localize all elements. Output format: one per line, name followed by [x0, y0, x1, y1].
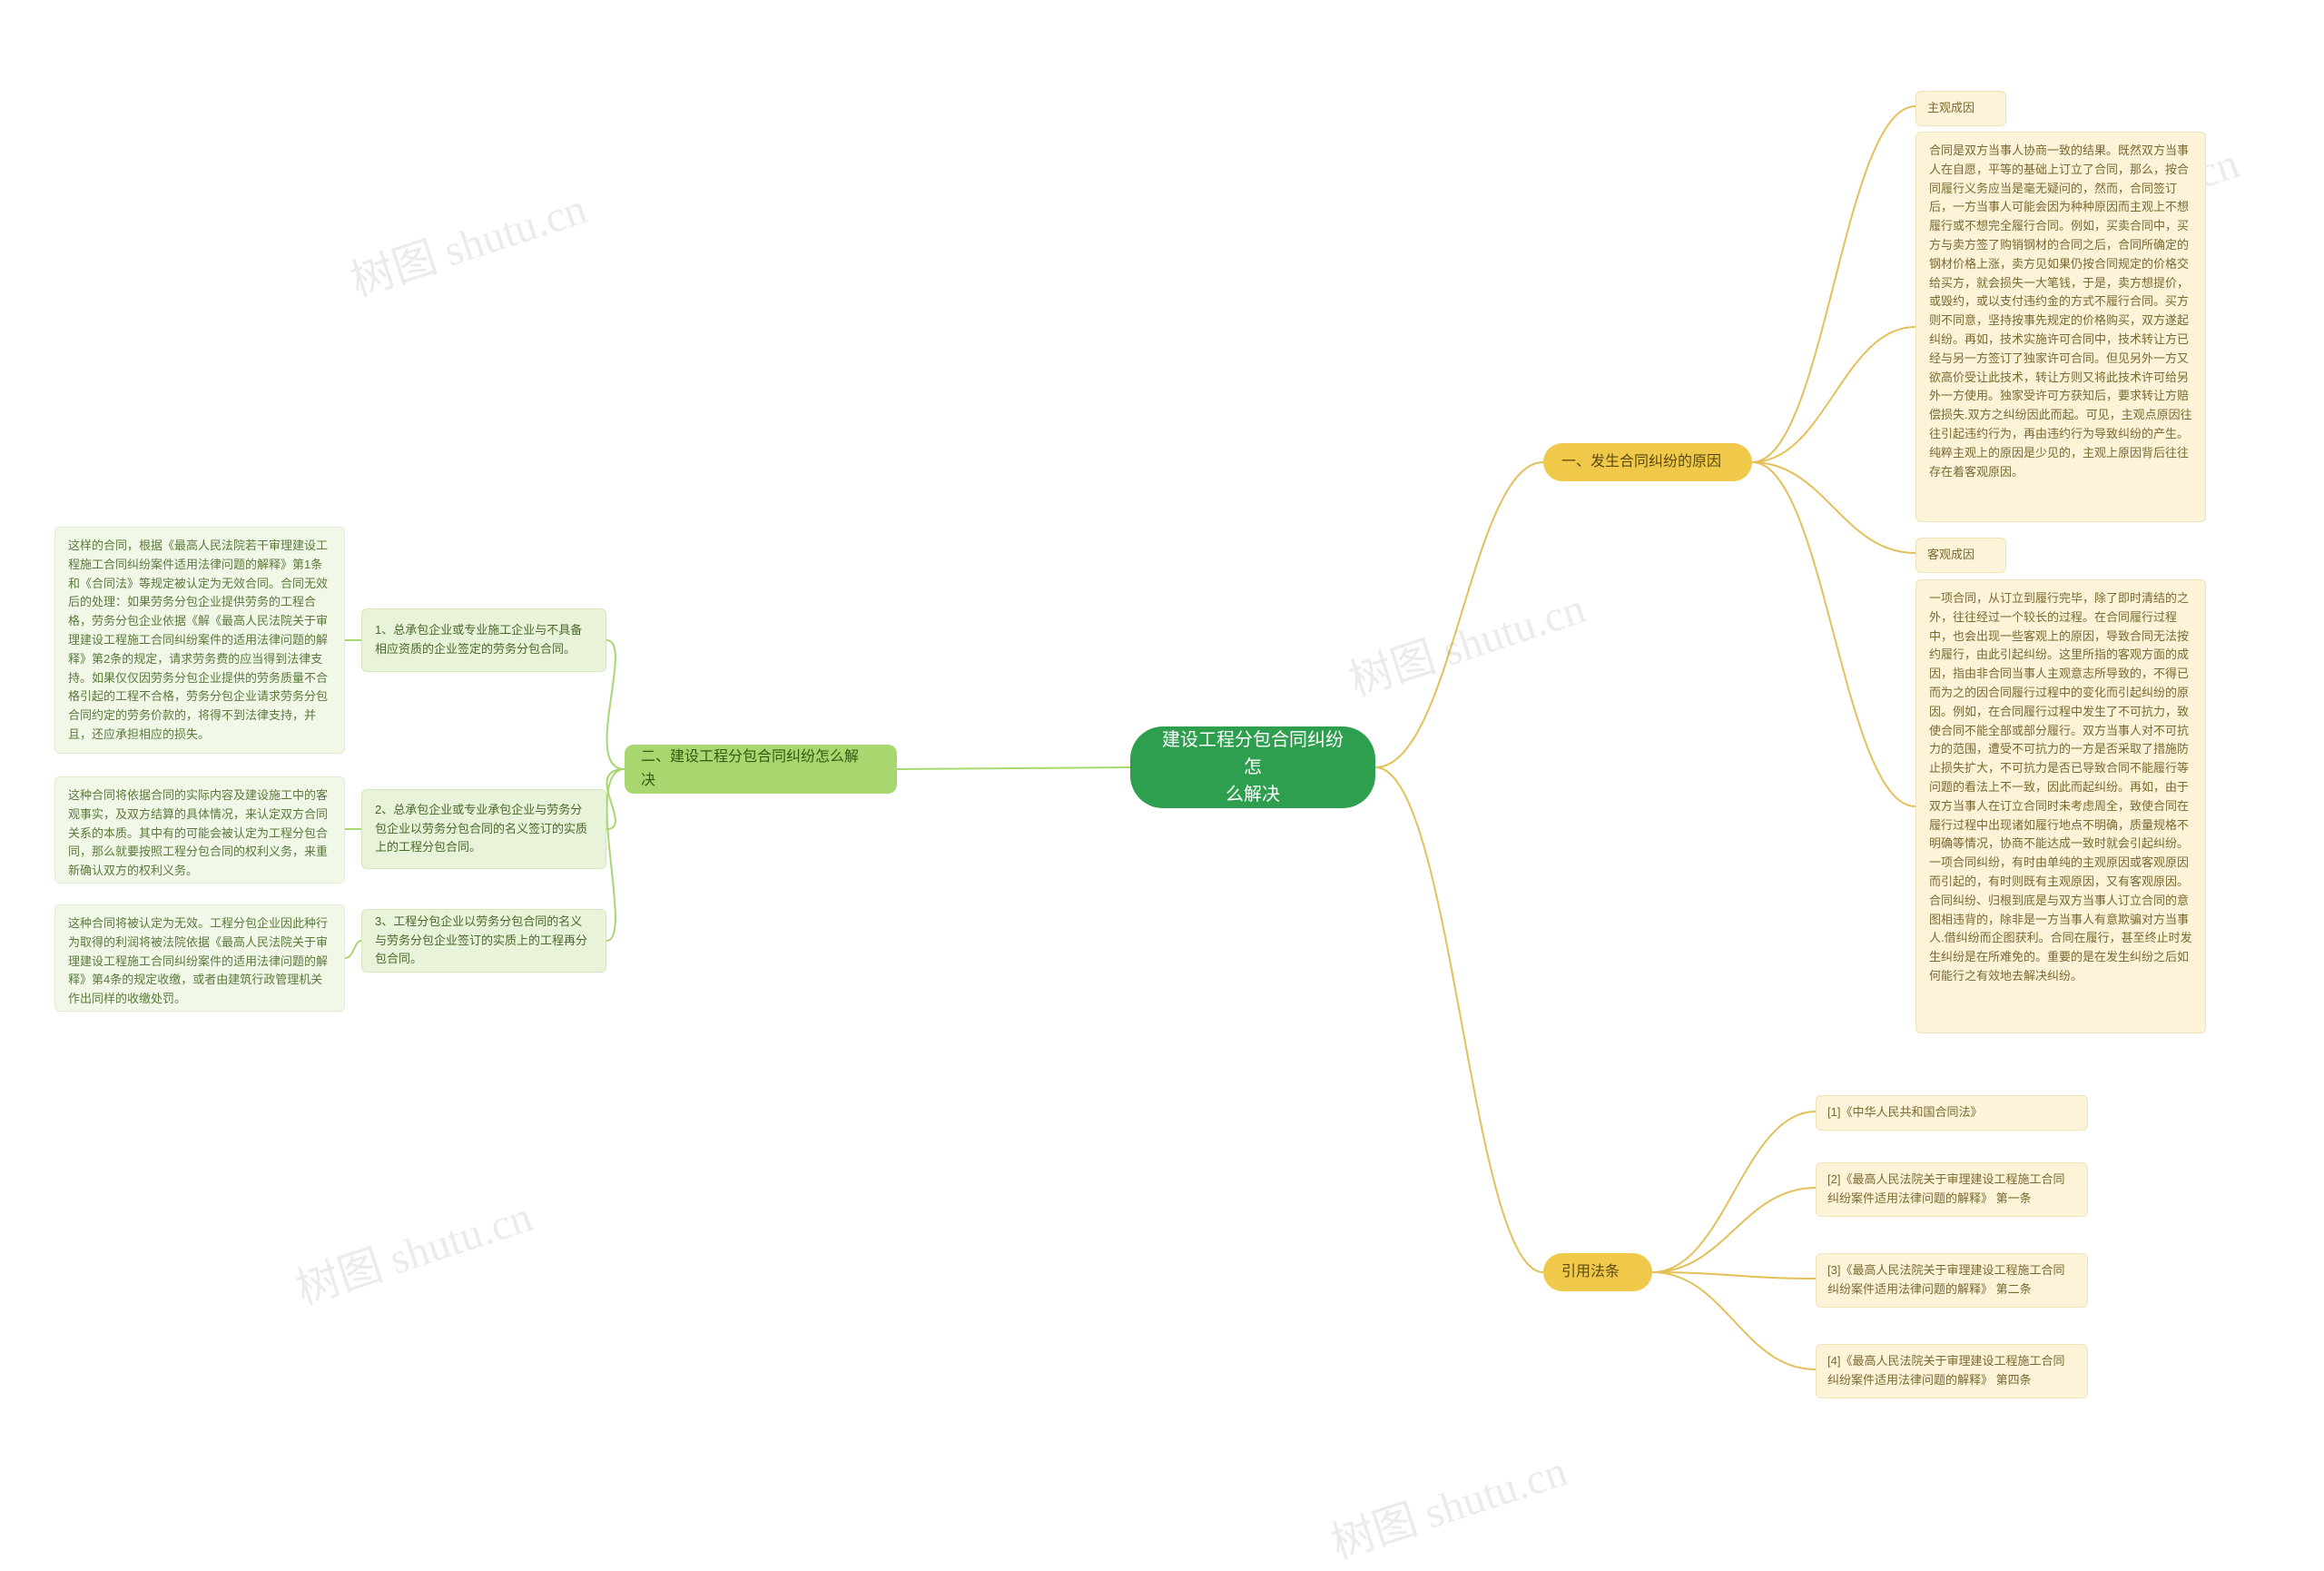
watermark: 树图 shutu.cn [1340, 572, 1592, 708]
branch-2-child-3[interactable]: 3、工程分包企业以劳务分包合同的名义与劳务分包企业签订的实质上的工程再分包合同。 [361, 909, 606, 973]
branch-3-child-1[interactable]: [1]《中华人民共和国合同法》 [1816, 1095, 2088, 1131]
branch-3-child-2[interactable]: [2]《最高人民法院关于审理建设工程施工合同纠纷案件适用法律问题的解释》 第一条 [1816, 1162, 2088, 1217]
watermark: 树图 shutu.cn [1322, 1435, 1574, 1571]
branch-2-child-3-text: 这种合同将被认定为无效。工程分包企业因此种行为取得的利润将被法院依据《最高人民法… [54, 904, 345, 1012]
branch-1-child-2[interactable]: 客观成因 [1915, 538, 2006, 573]
branch-1-child-1-text: 合同是双方当事人协商一致的结果。既然双方当事人在自愿，平等的基础上订立了合同，那… [1915, 132, 2206, 522]
watermark: 树图 shutu.cn [287, 1181, 539, 1317]
branch-3-child-3[interactable]: [3]《最高人民法院关于审理建设工程施工合同纠纷案件适用法律问题的解释》 第二条 [1816, 1253, 2088, 1308]
branch-2-child-2[interactable]: 2、总承包企业或专业承包企业与劳务分包企业以劳务分包合同的名义签订的实质上的工程… [361, 789, 606, 869]
branch-1[interactable]: 一、发生合同纠纷的原因 [1543, 443, 1752, 481]
branch-1-child-1[interactable]: 主观成因 [1915, 91, 2006, 126]
branch-2[interactable]: 二、建设工程分包合同纠纷怎么解 决 [625, 745, 897, 794]
watermark: 树图 shutu.cn [341, 173, 594, 309]
branch-2-child-1[interactable]: 1、总承包企业或专业施工企业与不具备相应资质的企业签定的劳务分包合同。 [361, 608, 606, 672]
branch-1-child-2-text: 一项合同，从订立到履行完毕，除了即时清结的之外，往往经过一个较长的过程。在合同履… [1915, 579, 2206, 1033]
branch-3[interactable]: 引用法条 [1543, 1253, 1652, 1291]
branch-2-child-1-text: 这样的合同，根据《最高人民法院若干审理建设工程施工合同纠纷案件适用法律问题的解释… [54, 527, 345, 754]
mindmap-canvas: 树图 shutu.cn 树图 shutu.cn 树图 shutu.cn 树图 s… [0, 0, 2324, 1536]
branch-3-child-4[interactable]: [4]《最高人民法院关于审理建设工程施工合同纠纷案件适用法律问题的解释》 第四条 [1816, 1344, 2088, 1398]
branch-2-child-2-text: 这种合同将依据合同的实际内容及建设施工中的客观事实，及双方结算的具体情况，来认定… [54, 776, 345, 884]
center-node[interactable]: 建设工程分包合同纠纷怎 么解决 [1130, 726, 1375, 808]
